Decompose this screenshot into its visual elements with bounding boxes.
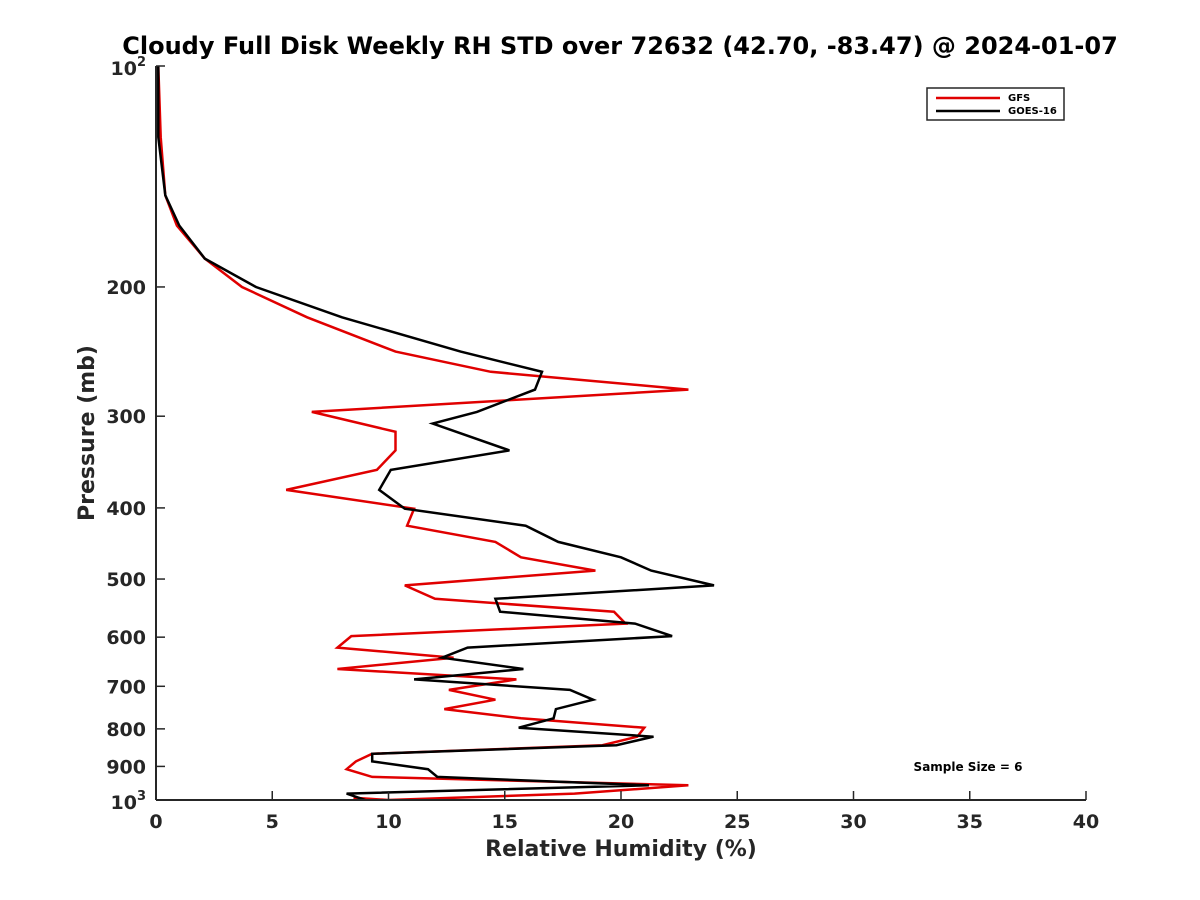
x-tick-label: 40	[1073, 811, 1099, 833]
x-axis-ticks: 0 5 10 15 20 25 30 35 40	[149, 791, 1099, 833]
series-layer	[157, 65, 715, 800]
legend: GFS GOES-16	[926, 87, 1065, 121]
y-tick-label: 500	[106, 569, 146, 591]
y-tick-label: 102	[111, 55, 147, 80]
x-tick-label: 10	[375, 811, 401, 833]
x-tick-label: 0	[149, 811, 162, 833]
legend-box	[926, 87, 1065, 121]
sample-size-annotation: Sample Size = 6	[914, 760, 1023, 774]
y-tick-label: 103	[111, 789, 147, 814]
y-tick-label: 300	[106, 406, 146, 428]
y-tick-label: 600	[106, 627, 146, 649]
y-tick-label: 900	[106, 756, 146, 778]
series-line-gfs	[157, 65, 689, 800]
plot-area: 0 5 10 15 20 25 30 35 40 102 200 300 400 500 600 700 80…	[106, 55, 1099, 833]
y-axis-ticks: 102 200 300 400 500 600 700 800 900 103	[106, 55, 165, 814]
y-tick-label: 400	[106, 498, 146, 520]
x-tick-label: 30	[840, 811, 866, 833]
legend-label-goes16: GOES-16	[1008, 106, 1057, 117]
x-tick-label: 5	[266, 811, 279, 833]
series-line-goes16	[157, 66, 715, 800]
y-axis-label: Pressure (mb)	[75, 345, 100, 521]
x-tick-label: 20	[608, 811, 634, 833]
y-tick-label: 800	[106, 719, 146, 741]
y-tick-label: 200	[106, 277, 146, 299]
x-tick-label: 35	[957, 811, 983, 833]
x-axis-label: Relative Humidity (%)	[485, 837, 757, 862]
x-tick-label: 25	[724, 811, 750, 833]
legend-label-gfs: GFS	[1008, 93, 1030, 104]
y-tick-label: 700	[106, 676, 146, 698]
chart-title: Cloudy Full Disk Weekly RH STD over 7263…	[122, 32, 1118, 60]
x-tick-label: 15	[492, 811, 518, 833]
